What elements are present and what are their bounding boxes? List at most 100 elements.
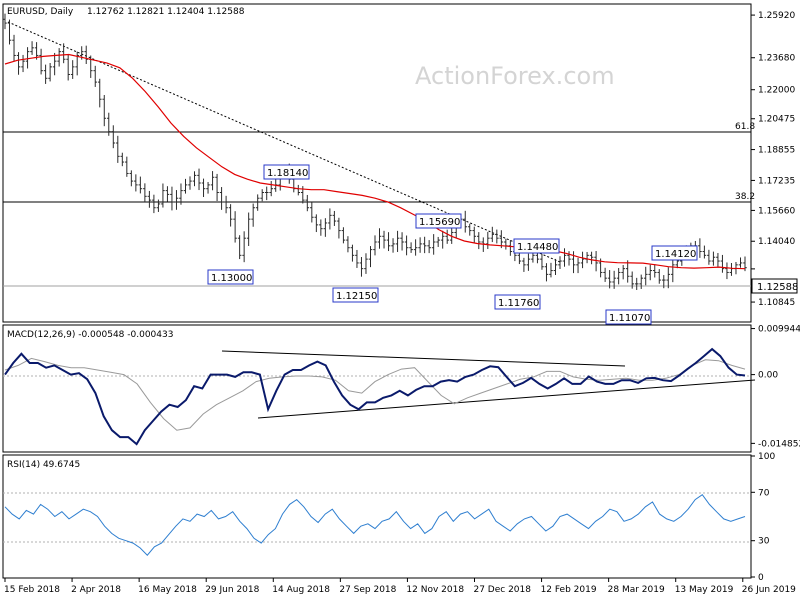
- price-bar: [129, 170, 134, 187]
- price-bar: [102, 95, 107, 127]
- price-bar: [436, 236, 440, 247]
- x-tick-label: 27 Dec 2018: [473, 585, 531, 595]
- x-tick-label: 14 Aug 2018: [272, 585, 330, 595]
- price-bar: [382, 230, 386, 249]
- macd-label: MACD(12,26,9) -0.000548 -0.000433: [7, 330, 173, 340]
- x-tick-label: 13 May 2019: [675, 585, 734, 595]
- price-bar: [612, 270, 616, 289]
- price-bar: [476, 232, 481, 250]
- price-bar: [179, 183, 183, 205]
- price-bar: [364, 253, 368, 274]
- y-tick-label: 1.15660: [758, 206, 795, 216]
- macd-lower-trendline: [257, 379, 756, 419]
- y-tick-label: 1.22000: [758, 86, 795, 96]
- price-bar: [607, 270, 612, 289]
- price-bar: [25, 47, 30, 69]
- price-bar: [711, 251, 716, 266]
- y-tick-label: -0.014852: [758, 439, 800, 449]
- price-bar: [156, 199, 161, 212]
- y-tick-label: 1.25920: [758, 11, 795, 21]
- y-tick-label: 1.10845: [758, 298, 795, 308]
- y-tick-label: 100: [758, 452, 775, 462]
- price-bar: [625, 260, 630, 283]
- price-bar: [422, 236, 427, 254]
- price-bar: [183, 178, 188, 194]
- x-tick-label: 16 May 2018: [138, 585, 197, 595]
- price-bar: [449, 225, 454, 244]
- macd-y-axis: 0.009944 0.00 -0.014852: [751, 325, 800, 449]
- price-bar: [125, 156, 129, 177]
- label-113000-text: 1.13000: [211, 273, 252, 284]
- price-bar: [359, 257, 364, 277]
- price-bar: [522, 257, 526, 272]
- price-bar: [346, 236, 350, 253]
- price-bar: [116, 135, 120, 163]
- price-bar: [12, 34, 16, 62]
- price-bar: [52, 52, 57, 76]
- price-bar: [57, 48, 61, 67]
- price-panel: [2, 3, 752, 323]
- y-tick-label: 1.18855: [758, 146, 795, 156]
- y-tick-label: 1.23680: [758, 54, 795, 64]
- price-bar: [210, 171, 215, 191]
- price-bar: [562, 248, 567, 267]
- y-tick-label: 1.17235: [758, 176, 795, 186]
- y-tick-label: 1.20475: [758, 115, 795, 125]
- x-tick-label: 28 Mar 2019: [608, 585, 665, 595]
- label-111070: 1.11070: [605, 309, 652, 325]
- price-bar: [161, 183, 165, 208]
- price-bar: [526, 253, 531, 271]
- price-bars: [3, 13, 747, 290]
- x-tick-label: 29 Jun 2018: [205, 585, 259, 595]
- price-bar: [134, 174, 138, 192]
- price-bar: [616, 268, 621, 285]
- price-bar: [409, 242, 413, 253]
- x-tick-label: 26 Jun 2019: [742, 585, 796, 595]
- price-bar: [495, 229, 499, 244]
- price-bar: [418, 237, 422, 253]
- price-bar: [440, 230, 445, 249]
- price-bar: [463, 210, 468, 233]
- price-bar: [576, 257, 580, 274]
- current-price-tag: [751, 278, 798, 294]
- rsi-label: RSI(14) 49.6745: [7, 460, 80, 470]
- current-price-text: 1.12588: [757, 282, 798, 293]
- macd-signal-line: [4, 357, 746, 431]
- y-tick-label: 0: [758, 573, 764, 583]
- price-bar: [97, 78, 102, 108]
- price-bar: [594, 251, 598, 272]
- fib-382-label: 38.2: [735, 192, 755, 202]
- price-bar: [431, 234, 436, 255]
- price-bar: [323, 218, 328, 237]
- label-111760: 1.11760: [494, 294, 541, 310]
- rsi-panel: [2, 454, 752, 579]
- x-tick-label: 15 Feb 2018: [4, 585, 60, 595]
- macd-upper-trendline: [221, 350, 626, 367]
- price-bar: [337, 217, 341, 239]
- price-bar: [549, 262, 553, 278]
- price-bar: [373, 235, 377, 256]
- price-bar: [70, 60, 75, 79]
- price-bar: [314, 214, 319, 233]
- watermark-text: ActionForex.com: [415, 62, 615, 90]
- price-bar: [3, 13, 7, 30]
- y-tick-label: 1.14040: [758, 237, 795, 247]
- price-bar: [639, 274, 644, 289]
- price-bar: [413, 239, 418, 256]
- price-bar: [603, 267, 607, 282]
- price-bar: [319, 219, 323, 236]
- price-bar: [251, 203, 255, 227]
- price-bar: [242, 231, 246, 263]
- price-bar: [580, 251, 585, 269]
- price-bar: [544, 263, 549, 282]
- price-bar: [558, 256, 562, 270]
- macd-panel: [2, 324, 752, 453]
- x-tick-label: 27 Sep 2018: [339, 585, 396, 595]
- price-bar: [165, 186, 170, 202]
- ohlc-values: 1.12762 1.12821 1.12404 1.12588: [87, 7, 245, 17]
- price-bar: [43, 64, 48, 84]
- price-bar: [219, 187, 224, 210]
- price-bar: [738, 257, 743, 268]
- price-bar: [391, 238, 395, 253]
